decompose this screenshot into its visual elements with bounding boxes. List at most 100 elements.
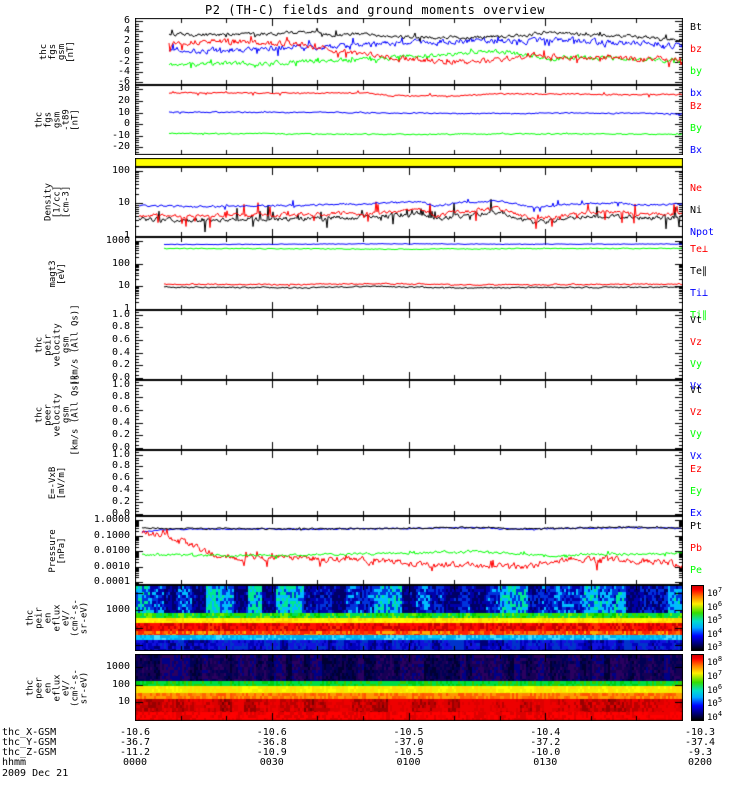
legend-bx: bx xyxy=(690,87,703,99)
ytick-label-fgs-gsm-t89: -10 xyxy=(111,129,130,141)
var-value: -10.6 xyxy=(256,727,287,738)
ytick-label-peer-velocity: 0.8 xyxy=(111,391,130,403)
legend-Ne: Ne xyxy=(690,183,703,194)
colorbar-label-peer-spec: 107 xyxy=(707,668,723,682)
ytick-label-fgs-gsm: 4 xyxy=(123,25,130,37)
ytick-label-peer-velocity: 0.2 xyxy=(111,429,130,441)
colorbar-label-peir-spec: 103 xyxy=(707,640,723,653)
ylabel-line: [eV] xyxy=(57,262,67,285)
colorbar-label-peer-spec: 106 xyxy=(707,682,723,696)
ytick-label-peir-spec: 1000 xyxy=(105,604,130,616)
ytick-label-fgs-gsm-t89: 0 xyxy=(123,118,130,130)
var-row-name-thc_Y-GSM: thc_Y-GSM xyxy=(2,737,57,748)
ylabel-line: [nT] xyxy=(66,40,76,63)
legend-Bx: Bx xyxy=(690,145,703,156)
ytick-label-efield: 0.2 xyxy=(111,495,130,507)
legend-Npot: Npot xyxy=(690,227,715,238)
ytick-label-peir-velocity: 0.6 xyxy=(111,333,130,345)
legend-Te∥: Te∥ xyxy=(690,265,708,277)
ylabel-line: [cm-3] xyxy=(61,185,72,219)
ylabel-density: Density [1/cc] [cm-3] xyxy=(44,183,72,221)
ylabel-line: [nT] xyxy=(70,109,81,131)
legend-Ti⊥: Ti⊥ xyxy=(690,287,709,299)
var-value: -10.9 xyxy=(256,747,287,758)
panel-peer-spec-canvas xyxy=(135,654,683,721)
legend-Vy: Vy xyxy=(690,359,703,370)
plot-title: P2 (TH-C) fields and ground moments over… xyxy=(205,3,545,17)
panel-magt3-canvas xyxy=(135,237,683,310)
legend-Ti∥: Ti∥ xyxy=(690,309,708,321)
ytick-label-magt3: 10 xyxy=(117,280,130,292)
ylabel-pressure: Pressure [nPa] xyxy=(48,529,67,572)
ytick-label-efield: 0.8 xyxy=(111,460,130,472)
ytick-label-fgs-gsm: -4 xyxy=(117,65,130,77)
var-value: -36.7 xyxy=(119,737,151,748)
var-row-name-thc_X-GSM: thc_X-GSM xyxy=(2,727,57,738)
ytick-label-magt3: 1 xyxy=(123,303,130,314)
ytick-label-efield: 1.0 xyxy=(111,448,130,460)
legend-by: by xyxy=(690,65,703,77)
ytick-label-peir-velocity: 1.0 xyxy=(111,308,130,320)
colorbar-label-peer-spec: 105 xyxy=(707,696,723,710)
legend-Te⊥: Te⊥ xyxy=(690,243,709,255)
ylabel-peer-velocity: thc peer velocity gsm [km/s (All Qs)] xyxy=(35,374,81,455)
ytick-label-peer-spec: 100 xyxy=(111,678,130,690)
legend-Vz: Vz xyxy=(690,407,703,418)
var-value: 0200 xyxy=(687,757,713,768)
ytick-label-peer-spec: 10 xyxy=(117,696,130,708)
var-value: 0000 xyxy=(122,757,148,768)
legend-Pb: Pb xyxy=(690,542,703,554)
ytick-label-pressure: 0.1000 xyxy=(93,529,130,541)
panel-peir-velocity-canvas xyxy=(135,310,683,380)
ytick-label-fgs-gsm: 6 xyxy=(123,15,130,27)
var-value: -36.8 xyxy=(256,737,287,748)
ytick-label-fgs-gsm: -2 xyxy=(117,55,130,67)
legend-Ex: Ex xyxy=(690,508,703,519)
legend-Vz: Vz xyxy=(690,337,703,348)
ylabel-peer-spec: thc peer en eflux eV/(cm²-s-sr-eV) xyxy=(26,669,90,707)
ytick-label-density: 10 xyxy=(117,197,130,209)
ytick-label-efield: 0.4 xyxy=(111,484,130,496)
ylabel-line: sr-eV) xyxy=(79,671,90,704)
var-value: 0100 xyxy=(396,757,421,768)
ytick-label-fgs-gsm-t89: 20 xyxy=(117,94,130,106)
ytick-label-pressure: 0.0100 xyxy=(93,545,130,557)
legend-Ey: Ey xyxy=(690,486,703,497)
var-row-name-hhmm: hhmm xyxy=(2,757,27,768)
panel-pressure-canvas xyxy=(135,516,683,585)
colorbar-label-peir-spec: 106 xyxy=(707,599,723,613)
panel-fgs-gsm-canvas xyxy=(135,18,683,85)
ytick-label-efield: 0.0 xyxy=(111,507,130,519)
ytick-label-peir-velocity: 0.0 xyxy=(111,371,130,383)
ylabel-peir-spec: thc peir en eflux eV/(cm²-s-sr-eV) xyxy=(26,599,90,637)
ytick-label-fgs-gsm: -6 xyxy=(117,75,130,87)
colorbar-peer-spec xyxy=(691,654,704,721)
legend-Vy: Vy xyxy=(690,429,703,440)
ytick-label-magt3: 1000 xyxy=(105,234,130,246)
legend-Pe: Pe xyxy=(690,564,703,576)
ylabel-fgs-gsm-t89: thc fgs gsm -t89 [nT] xyxy=(35,109,81,131)
legend-Ez: Ez xyxy=(690,464,703,475)
var-value: -10.0 xyxy=(530,747,561,758)
colorbar-label-peir-spec: 105 xyxy=(707,613,723,626)
ytick-label-pressure: 0.0010 xyxy=(93,560,130,572)
legend-Bz: Bz xyxy=(690,101,703,112)
var-value: -11.2 xyxy=(119,747,151,758)
panel-roi-bar-canvas xyxy=(135,158,683,167)
ylabel-line: sr-eV) xyxy=(79,601,90,635)
ylabel-magt3: magt3 [eV] xyxy=(48,260,67,287)
ytick-label-peer-velocity: 0.4 xyxy=(111,416,130,428)
ytick-label-magt3: 100 xyxy=(111,257,130,269)
var-row-name-thc_Z-GSM: thc_Z-GSM xyxy=(2,747,57,758)
panel-density-canvas xyxy=(135,167,683,237)
date-label: 2009 Dec 21 xyxy=(2,768,69,779)
panel-peer-velocity-canvas xyxy=(135,380,683,450)
var-value: -10.3 xyxy=(684,727,716,738)
ytick-label-peer-velocity: 0.6 xyxy=(111,403,130,415)
var-value: -37.0 xyxy=(393,737,424,748)
ylabel-fgs-gsm: thc fgs gsm [nT] xyxy=(39,40,76,63)
ytick-label-efield: 0.6 xyxy=(111,472,130,484)
var-value: -9.3 xyxy=(687,747,713,758)
legend-Ni: Ni xyxy=(690,205,703,216)
var-value: -10.6 xyxy=(119,727,151,738)
